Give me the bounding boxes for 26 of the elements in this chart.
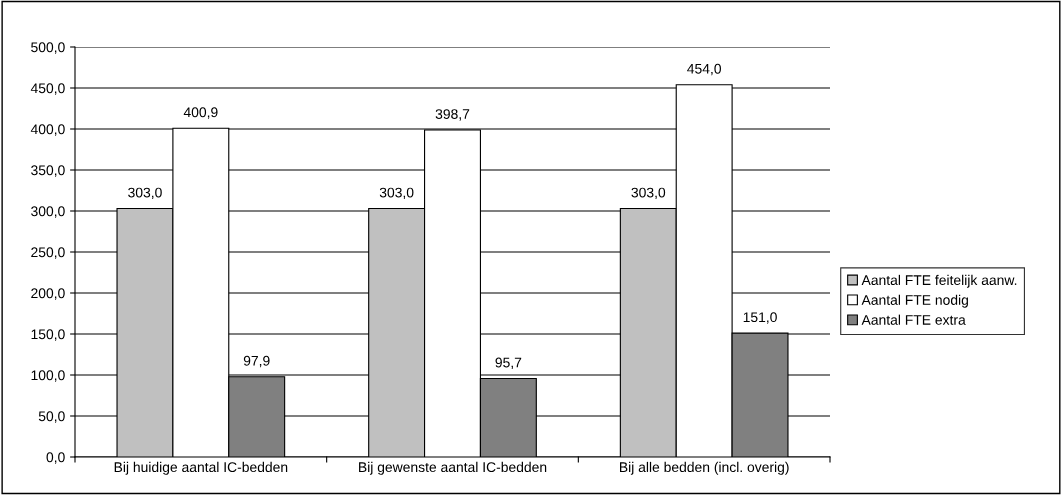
y-tick-label: 300,0	[31, 206, 65, 218]
data-label: 303,0	[128, 187, 162, 200]
y-tick-label: 500,0	[31, 42, 65, 54]
x-tick-label: Bij gewenste aantal IC-bedden	[359, 461, 547, 475]
data-label: 95,7	[495, 357, 522, 370]
y-tick-label: 50,0	[38, 411, 65, 423]
y-tick-label: 450,0	[30, 83, 65, 95]
data-label: 454,0	[687, 63, 721, 76]
legend-label: Aantal FTE extra	[861, 314, 966, 325]
data-label: 303,0	[379, 187, 414, 200]
x-tick-label: Bij alle bedden (incl. overig)	[620, 461, 789, 475]
x-tick-label: Bij huidige aantal IC-bedden	[114, 461, 288, 475]
data-label: 398,7	[435, 109, 470, 121]
data-label: 97,9	[243, 355, 270, 368]
y-tick-label: 200,0	[31, 288, 65, 300]
y-tick-label: 150,0	[31, 329, 65, 341]
legend-label: Aantal FTE feitelijk aanw.	[861, 274, 1017, 288]
y-tick-label: 350,0	[31, 165, 65, 177]
y-tick-label: 100,0	[31, 370, 65, 382]
y-tick-label: 400,0	[30, 124, 65, 136]
data-label: 151,0	[743, 312, 777, 324]
data-label: 400,9	[183, 107, 218, 119]
y-tick-label: 250,0	[31, 247, 65, 259]
data-label: 303,0	[631, 187, 666, 200]
legend-label: Aantal FTE nodig	[861, 294, 968, 308]
y-tick-label: 0,0	[46, 452, 65, 464]
